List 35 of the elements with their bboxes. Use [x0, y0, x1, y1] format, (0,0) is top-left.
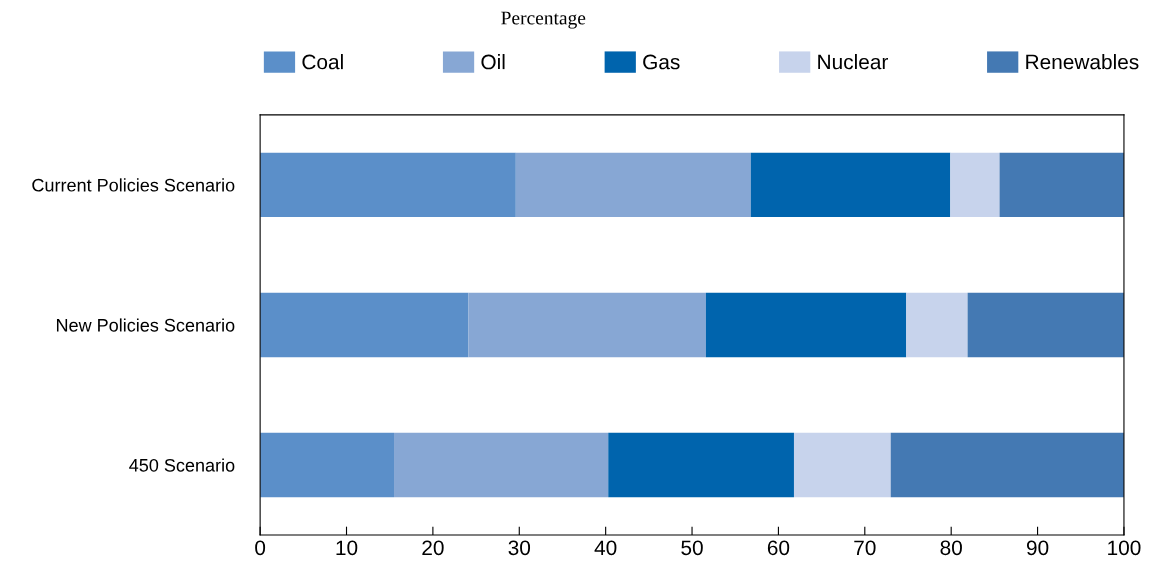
bar	[515, 152, 751, 218]
x-tick-label: 100	[1108, 540, 1141, 556]
bar	[260, 292, 469, 358]
x-tick-label: 70	[854, 540, 876, 556]
x-tick-label: 80	[940, 540, 962, 556]
legend-label: Oil	[481, 54, 505, 70]
x-tick-label: 40	[594, 540, 617, 556]
bar	[999, 152, 1124, 218]
bar	[906, 292, 968, 358]
legend-label: Renewables	[1026, 54, 1139, 70]
y-tick-label: New Policies Scenario	[56, 318, 235, 332]
bar	[950, 152, 1000, 218]
bar	[260, 432, 395, 498]
y-tick-label: 450 Scenario	[129, 458, 235, 472]
legend-label: Gas	[643, 54, 680, 70]
bar	[608, 432, 794, 498]
x-tick-label: 90	[1026, 540, 1049, 556]
chart-title: Percentage	[501, 11, 586, 29]
bar	[890, 432, 1124, 498]
x-tick-label: 20	[422, 540, 444, 556]
bar	[468, 292, 706, 358]
bar	[967, 292, 1124, 358]
y-tick-label: Current Policies Scenario	[32, 178, 235, 192]
x-tick-label: 60	[767, 540, 790, 556]
legend-label: Nuclear	[818, 54, 888, 70]
x-tick-label: 50	[681, 540, 703, 556]
bar	[705, 292, 907, 358]
legend-label: Coal	[302, 54, 343, 70]
x-tick-label: 30	[508, 540, 531, 556]
bar	[750, 152, 951, 218]
bar	[260, 152, 516, 218]
x-tick-label: 0	[255, 540, 266, 556]
bar	[394, 432, 609, 498]
x-tick-label: 10	[336, 540, 358, 556]
bar	[793, 432, 891, 498]
